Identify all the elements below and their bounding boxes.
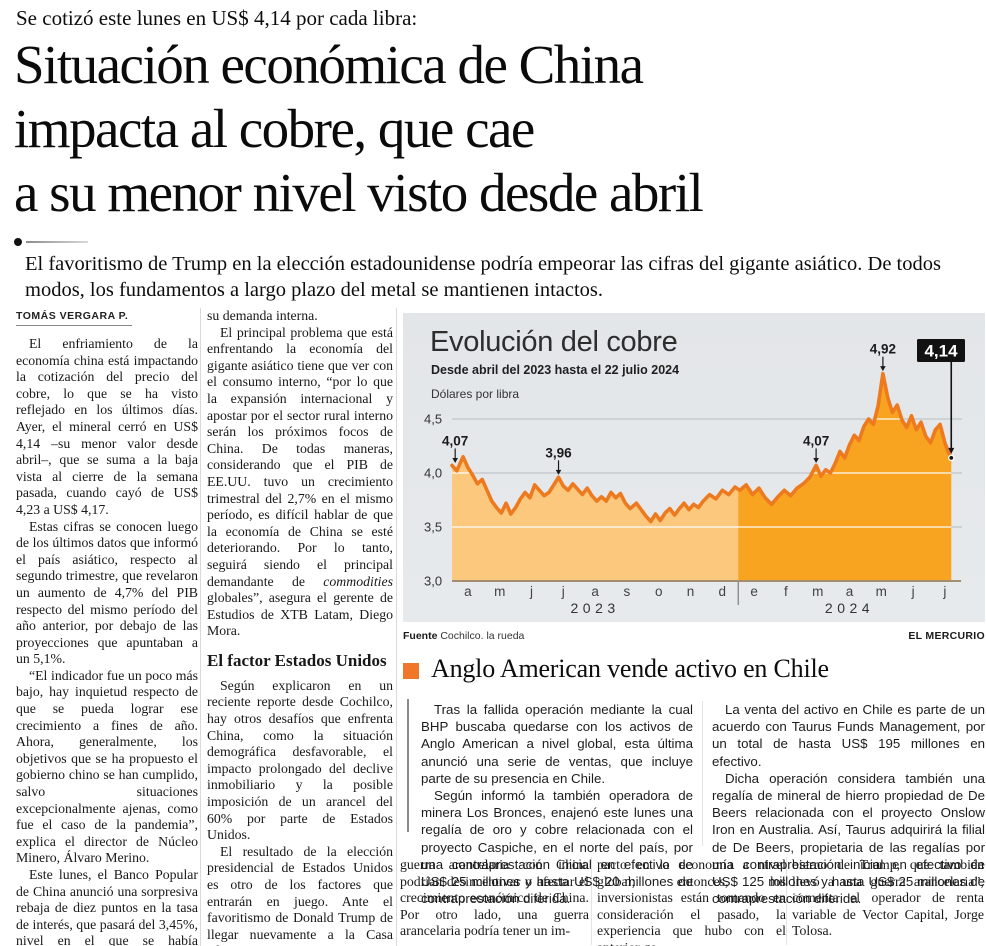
x-tick-label: m bbox=[812, 584, 823, 599]
x-tick-label: a bbox=[846, 584, 854, 599]
x-tick-label: a bbox=[591, 584, 599, 599]
chart-credit-row: Fuente Cochilco. la rueda EL MERCURIO bbox=[403, 630, 985, 642]
x-tick-label: j bbox=[911, 584, 915, 599]
y-tick-label: 4,0 bbox=[424, 466, 442, 481]
headline-line-2: impacta al cobre, que cae bbox=[14, 98, 535, 159]
column-rule bbox=[200, 308, 201, 946]
section-rule bbox=[26, 241, 88, 243]
headline-line-3: a su menor nivel visto desde abril bbox=[14, 162, 704, 223]
body-paragraph: Estas cifras se conocen luego de los últ… bbox=[16, 518, 198, 667]
anglo-column-b: La venta del activo en Chile es parte de… bbox=[712, 701, 985, 907]
anglo-section-title: Anglo American vende activo en Chile bbox=[431, 654, 829, 683]
anglo-column-rule bbox=[702, 701, 703, 846]
x-tick-label: j bbox=[529, 584, 533, 599]
column-2-bottom: Según explicaron en un reciente reporte … bbox=[207, 678, 393, 946]
body-paragraph: El principal problema que está enfrentan… bbox=[207, 324, 393, 639]
x-tick-label: e bbox=[750, 584, 758, 599]
x-tick-label: a bbox=[464, 584, 472, 599]
annotation-label: 4,07 bbox=[803, 433, 829, 448]
body-paragraph: su demanda interna. bbox=[207, 308, 318, 323]
annotation-label: 4,92 bbox=[870, 342, 896, 357]
chart-source: Fuente Cochilco. la rueda bbox=[403, 630, 525, 642]
kicker: Se cotizó este lunes en US$ 4,14 por cad… bbox=[16, 6, 418, 30]
body-paragraph: Según explicaron en un reciente reporte … bbox=[207, 677, 393, 843]
headline-line-1: Situación económica de China bbox=[14, 34, 644, 95]
article-column-2: su demanda interna. El principal problema… bbox=[207, 308, 393, 946]
article-column-3: guerra arancelaria con China podrían des… bbox=[400, 857, 589, 940]
x-tick-label: m bbox=[494, 584, 505, 599]
byline: TOMÁS VERGARA P. bbox=[16, 310, 133, 326]
body-paragraph: Tras la fallida operación mediante la cu… bbox=[421, 702, 693, 786]
deck: El favoritismo de Trump en la elección e… bbox=[25, 253, 941, 301]
column-rule bbox=[396, 308, 397, 946]
x-tick-label: j bbox=[942, 584, 946, 599]
x-tick-label: j bbox=[561, 584, 565, 599]
body-paragraph: El resultado de la elección presidencial… bbox=[207, 843, 393, 946]
body-paragraph: guerra arancelaria con China podrían des… bbox=[400, 857, 589, 939]
chart-title: Evolución del cobre bbox=[430, 326, 678, 358]
x-tick-label: o bbox=[655, 584, 663, 599]
body-paragraph: pacto en la economía a nivel global; ent… bbox=[597, 857, 786, 946]
body-paragraph: Este lunes, el Banco Popular de China an… bbox=[16, 867, 198, 946]
section-dot bbox=[14, 238, 22, 246]
anglo-section-header: Anglo American vende activo en Chile bbox=[403, 654, 829, 684]
endpoint-label: 4,14 bbox=[924, 342, 958, 361]
article-column-1: El enfriamiento de la economía china est… bbox=[16, 336, 198, 946]
x-tick-label: f bbox=[784, 584, 788, 599]
x-tick-label: d bbox=[719, 584, 727, 599]
endpoint-dot bbox=[949, 455, 954, 460]
copper-chart: Evolución del cobre Desde abril del 2023… bbox=[403, 313, 985, 622]
headline: Situación económica de China impacta al … bbox=[14, 33, 914, 225]
anglo-column-a: Tras la fallida operación mediante la cu… bbox=[421, 701, 693, 907]
year-label: 2024 bbox=[825, 600, 874, 616]
chart-subtitle: Desde abril del 2023 hasta el 22 julio 2… bbox=[431, 363, 680, 377]
annotation-label: 4,07 bbox=[442, 433, 468, 448]
column-rule bbox=[591, 857, 592, 945]
body-paragraph: Dicha operación considera también una re… bbox=[712, 770, 985, 907]
brand-credit: EL MERCURIO bbox=[908, 630, 985, 642]
x-tick-label: m bbox=[876, 584, 887, 599]
copper-chart-svg: 4,5 4,0 3,5 3,0 a m j j a s o n d e f m a m j j 2023 2024 4,07… bbox=[424, 339, 965, 616]
article-column-4: pacto en la economía a nivel global; ent… bbox=[597, 857, 786, 946]
annotation-label: 3,96 bbox=[545, 445, 572, 460]
y-tick-label: 3,5 bbox=[424, 520, 442, 535]
x-tick-label: n bbox=[687, 584, 695, 599]
endpoint-box bbox=[917, 339, 965, 362]
column-2-top: su demanda interna. El principal problema… bbox=[207, 308, 393, 640]
body-paragraph: Según informó la también operadora de mi… bbox=[421, 788, 693, 907]
x-tick-label: s bbox=[624, 584, 631, 599]
body-paragraph: bierno de Trump, que también llevó a una… bbox=[792, 857, 984, 939]
article-column-5: bierno de Trump, que también llevó a una… bbox=[792, 857, 984, 940]
column-rule bbox=[786, 857, 787, 945]
y-tick-label: 3,0 bbox=[424, 574, 442, 589]
orange-square-icon bbox=[403, 663, 419, 679]
body-paragraph: La venta del activo en Chile es parte de… bbox=[712, 702, 985, 769]
y-tick-label: 4,5 bbox=[424, 412, 442, 427]
anglo-left-rule bbox=[407, 699, 409, 832]
body-paragraph: “El indicador fue un poco más bajo, hay … bbox=[16, 667, 198, 866]
year-label: 2023 bbox=[571, 600, 620, 616]
chart-unit-label: Dólares por libra bbox=[431, 387, 520, 401]
article-subhead: El factor Estados Unidos bbox=[207, 650, 387, 670]
body-paragraph: El enfriamiento de la economía china est… bbox=[16, 336, 198, 517]
